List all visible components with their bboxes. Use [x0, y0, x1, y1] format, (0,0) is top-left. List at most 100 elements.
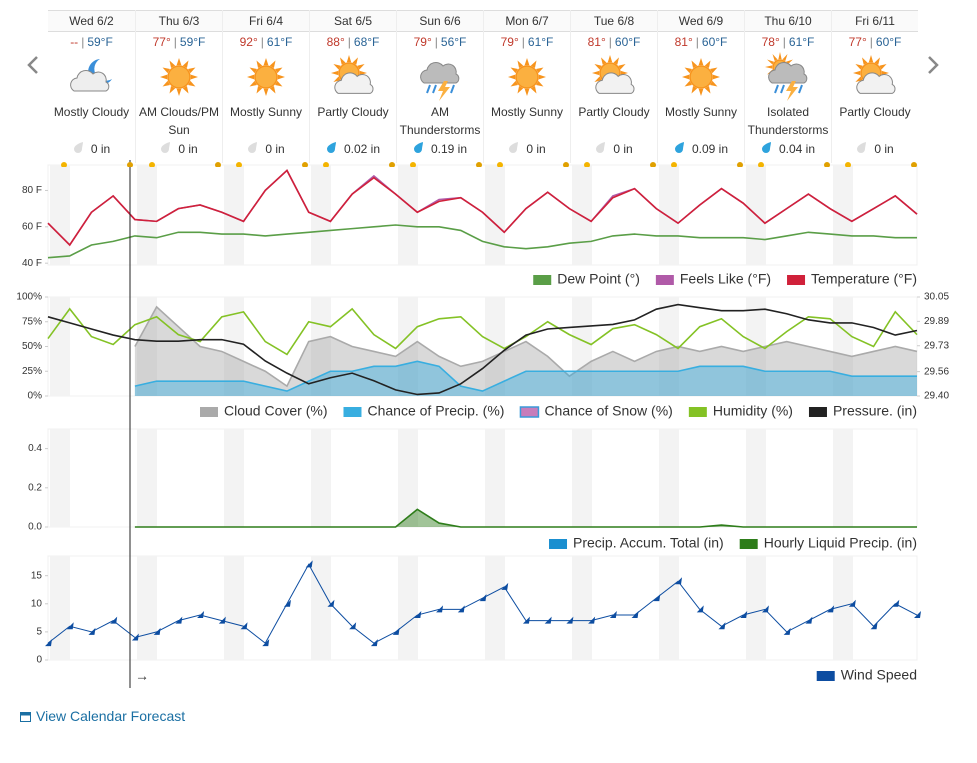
night-band	[311, 165, 331, 265]
sun-ray	[176, 88, 182, 96]
icon	[247, 58, 285, 96]
high-temp: 79°	[413, 35, 432, 49]
night-band	[659, 556, 679, 660]
cloud	[69, 70, 109, 92]
sun-ray	[772, 54, 778, 62]
precip: 0.19 in	[397, 139, 483, 159]
rain	[774, 84, 803, 94]
high-temp: 81°	[587, 35, 606, 49]
condition: Mostly Sunny	[658, 103, 744, 139]
drop	[248, 142, 258, 153]
condition: Mostly Cloudy	[48, 103, 135, 139]
high-temp: 92°	[239, 35, 258, 49]
wind-arrow	[66, 622, 74, 630]
dot	[584, 162, 590, 167]
sun-disc	[689, 65, 713, 89]
calendar-link[interactable]: View Calendar Forecast	[20, 708, 185, 724]
separator: |	[782, 35, 786, 49]
temps: 81° | 60°F	[658, 33, 744, 51]
day-card: Thu 6/3 77° | 59°F AM Clouds/PM Sun 0 in	[135, 10, 222, 167]
wind-arrow	[349, 622, 357, 630]
sun-dots	[236, 162, 308, 167]
separator: |	[608, 35, 612, 49]
sun-ray	[524, 58, 530, 66]
sun-disc	[515, 65, 539, 89]
next-arrow[interactable]	[928, 56, 939, 74]
temps: 77° | 59°F	[136, 33, 222, 51]
day-header: Wed 6/2	[48, 10, 135, 32]
sun-ray	[607, 55, 613, 63]
sun-dots	[845, 162, 917, 167]
weather-icon	[223, 51, 309, 103]
day-header: Thu 6/10	[745, 10, 831, 32]
sun-dots	[584, 162, 656, 167]
condition-text: Partly Cloudy	[578, 105, 650, 119]
day-cards: Wed 6/2 -- | 59°F Mostly Cloudy 0 in Thu 6/3 77…	[48, 10, 918, 167]
sun-dots	[61, 162, 133, 167]
dot	[671, 162, 677, 167]
dot	[737, 162, 743, 167]
day-header: Mon 6/7	[484, 10, 570, 32]
night-band	[224, 429, 244, 527]
sun-ray	[613, 57, 619, 65]
y-tick-label: 60 F	[22, 221, 42, 232]
sun-ray	[704, 60, 711, 69]
wind-arrow	[45, 639, 52, 647]
sun-ray	[352, 57, 358, 65]
sun-ray	[709, 67, 718, 74]
condition-text: Partly Cloudy	[317, 105, 389, 119]
precip-text: 0.04 in	[778, 142, 816, 156]
panel: 40 F 60 F 80 F Temperature (°F) Feels Like (…	[22, 164, 918, 287]
area	[134, 361, 917, 396]
sun-ray	[684, 80, 693, 87]
now-marker: →	[135, 668, 149, 684]
condition: Isolated Thunderstorms	[745, 103, 831, 139]
night-band	[224, 556, 244, 660]
y2-tick-label: 29.89	[924, 316, 949, 327]
drop-icon	[596, 142, 606, 153]
link-text[interactable]: View Calendar Forecast	[36, 708, 186, 724]
temps: 79° | 61°F	[484, 33, 570, 51]
series-line	[47, 303, 918, 396]
sun-ray	[535, 67, 544, 74]
night-band	[746, 297, 766, 396]
wind-arrow	[218, 616, 226, 624]
y-tick-label: 0.2	[28, 482, 42, 493]
precip: 0 in	[832, 139, 918, 159]
sun-ray	[160, 74, 168, 80]
condition-text: AM Clouds/PM Sun	[138, 105, 220, 137]
sun-ray	[169, 85, 176, 94]
wind-arrow	[479, 594, 487, 602]
sun-ray	[704, 85, 711, 94]
sun-ray	[176, 58, 182, 66]
day-card: Thu 6/10 78° | 61°F Isolated Thunderstorms 0.…	[744, 10, 831, 167]
icon	[420, 62, 460, 101]
separator: |	[521, 35, 525, 49]
calendar-icon	[20, 711, 31, 722]
drop-icon	[413, 142, 423, 153]
prev-arrow[interactable]	[27, 56, 38, 74]
series-line	[134, 508, 917, 528]
y-tick-label: 75%	[22, 316, 42, 327]
low-temp: 56°F	[440, 35, 467, 49]
night-band	[659, 429, 679, 527]
temps: 79° | 56°F	[397, 33, 483, 51]
condition-text: Isolated Thunderstorms	[747, 105, 829, 137]
wind-arrow	[588, 616, 596, 624]
sun-ray	[277, 74, 285, 80]
wind-arrow	[414, 611, 422, 619]
legend-label: Precip. Accum. Total (in)	[573, 535, 724, 551]
condition-text: Mostly Cloudy	[53, 105, 130, 119]
high-temp: 81°	[674, 35, 693, 49]
wind-arrow	[262, 639, 270, 647]
wind-arrow	[305, 560, 313, 568]
sun-ray	[592, 70, 600, 76]
dot	[410, 162, 416, 167]
legend-swatch	[739, 539, 758, 549]
day-label: Mon 6/7	[505, 14, 549, 28]
sun-ray	[601, 57, 607, 65]
wind-arrow	[175, 616, 183, 624]
night-band	[398, 556, 418, 660]
wind-arrow	[653, 594, 661, 602]
